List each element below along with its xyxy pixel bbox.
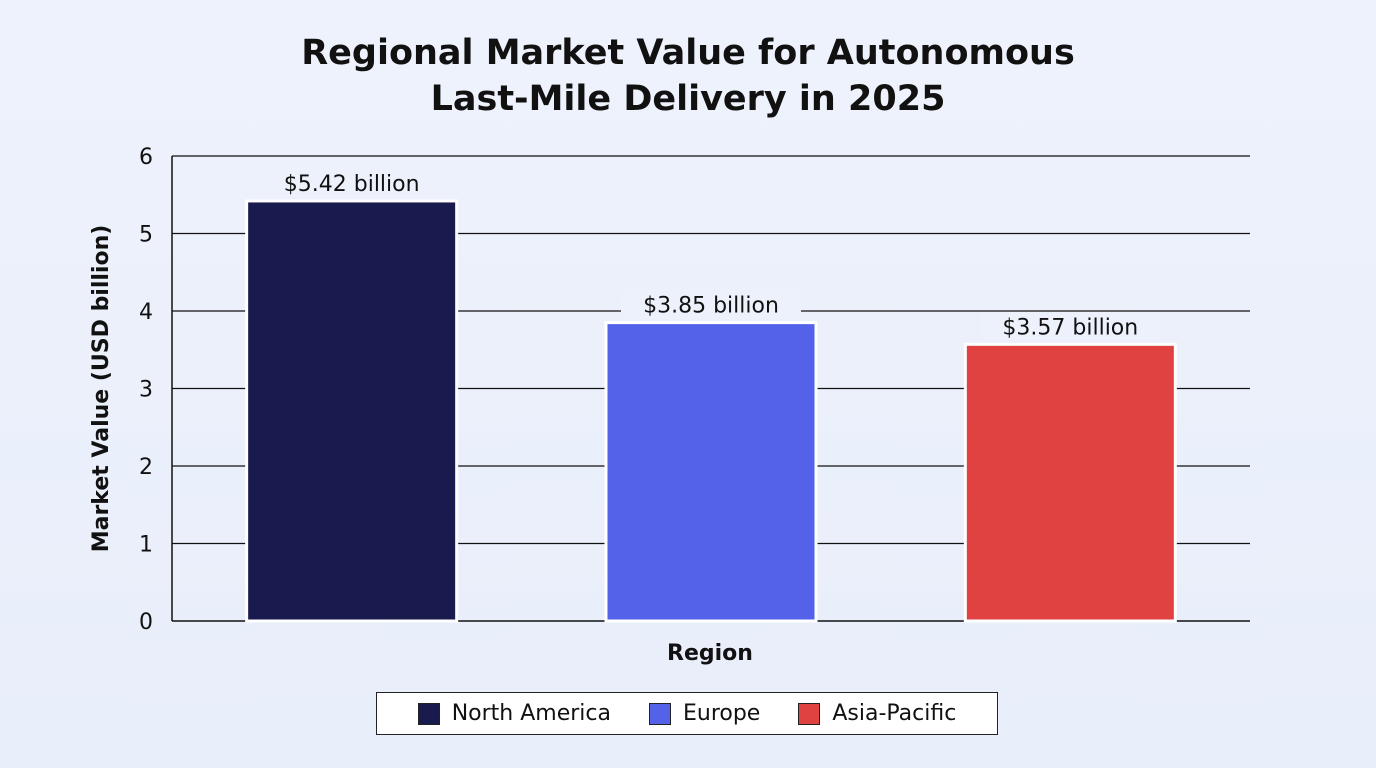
chart-title-line-1: Regional Market Value for Autonomous (301, 33, 1075, 73)
bar-chart: $5.42 billion$3.85 billion$3.57 billion … (89, 145, 1250, 666)
bar-north-america (245, 199, 459, 623)
legend-swatch-asia-pacific (798, 702, 821, 725)
legend-item-asia-pacific: Asia-Pacific (798, 701, 956, 726)
chart-title-line-2: Last-Mile Delivery in 2025 (430, 79, 946, 119)
data-label-background (980, 312, 1161, 341)
data-label-background (621, 290, 801, 319)
y-tick-label: 6 (139, 145, 153, 170)
y-tick-label: 1 (139, 533, 153, 558)
data-label-background (261, 168, 442, 197)
data-label-europe: $3.85 billion (643, 294, 779, 319)
legend-item-europe: Europe (648, 701, 761, 726)
data-label-asia-pacific: $3.57 billion (1002, 315, 1138, 340)
legend-label-europe: Europe (682, 701, 761, 726)
legend-swatch-north-america (417, 702, 440, 725)
legend-item-north-america: North America (417, 701, 611, 726)
legend-label-asia-pacific: Asia-Pacific (832, 701, 957, 726)
y-tick-label: 4 (139, 300, 153, 325)
y-tick-label: 3 (139, 378, 153, 403)
legend: North America Europe Asia-Pacific (376, 692, 998, 735)
legend-swatch-europe (648, 702, 671, 725)
y-axis-ticks: 0 1 2 3 4 5 6 (139, 145, 153, 635)
y-axis-title: Market Value (USD billion) (89, 225, 114, 553)
x-axis-title: Region (667, 641, 753, 666)
chart-title: Regional Market Value for Autonomous Las… (0, 30, 1376, 122)
legend-label-north-america: North America (451, 701, 611, 726)
bars (245, 199, 1177, 623)
data-labels: $5.42 billion $3.85 billion $3.57 billion (261, 168, 1161, 341)
y-tick-label: 0 (139, 610, 153, 635)
y-tick-label: 5 (139, 223, 153, 248)
data-label-north-america: $5.42 billion (284, 172, 420, 197)
bar-europe (604, 321, 818, 623)
bar-asia-pacific (963, 342, 1177, 623)
y-tick-label: 2 (139, 455, 153, 480)
